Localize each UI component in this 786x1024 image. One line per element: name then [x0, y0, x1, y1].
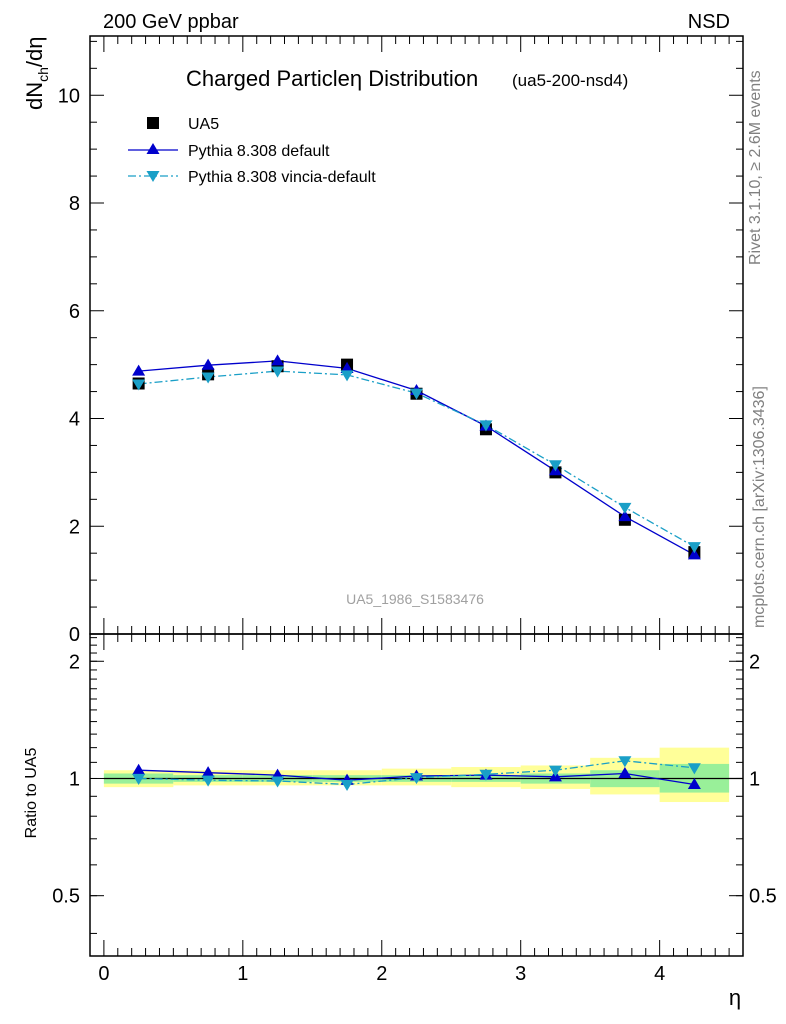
data-point-2-8 — [687, 542, 701, 554]
y-tick-label: 2 — [69, 516, 80, 538]
legend-item-pythia-default: Pythia 8.308 default — [128, 143, 330, 160]
data-point-2-0 — [132, 379, 146, 391]
ratio-point-1-1 — [201, 775, 215, 787]
x-tick-label: 2 — [376, 963, 387, 985]
ratio-point-0-1 — [201, 766, 215, 778]
ratio-plot-marks — [103, 747, 743, 803]
ratio-point-1-7 — [618, 756, 632, 768]
data-point-1-2 — [271, 354, 285, 366]
main-axis-ticks: 0 2 4 6 8 10 — [58, 36, 743, 646]
y-tick-label: 10 — [58, 85, 80, 107]
data-point-2-2 — [271, 366, 285, 378]
data-point-2-4 — [410, 388, 423, 400]
x-tick-label: 3 — [515, 963, 526, 985]
ratio-point-1-2 — [271, 776, 285, 788]
ratio-point-1-6 — [548, 765, 562, 777]
ratio-point-1-8 — [687, 763, 701, 775]
legend-item-pythia-vincia: Pythia 8.308 vincia-default — [128, 169, 376, 186]
ratio-y-axis-label: Ratio to UA5 — [23, 748, 40, 839]
y-tick-label: 8 — [69, 193, 80, 215]
legend-triangle-down-marker — [146, 171, 160, 182]
ratio-point-0-8 — [687, 778, 701, 790]
ratio-y-tick-label-right: 2 — [749, 651, 760, 673]
data-point-1-1 — [201, 358, 215, 370]
y-tick-label: 4 — [69, 409, 80, 431]
series-line-2 — [138, 370, 695, 548]
data-point-2-1 — [201, 372, 215, 384]
y-axis-label: dNch/dη — [22, 36, 51, 110]
data-point-1-3 — [340, 361, 354, 373]
svg-text:dNch/dη: dNch/dη — [22, 36, 51, 110]
x-axis-label: η — [729, 985, 741, 1010]
rivet-version-label: Rivet 3.1.10, ≥ 2.6M events — [747, 70, 764, 265]
x-tick-label: 0 — [98, 963, 109, 985]
chart-subtitle: (ua5-200-nsd4) — [512, 71, 628, 90]
y-tick-label: 6 — [69, 301, 80, 323]
legend-square-marker — [147, 117, 159, 129]
ratio-y-tick-label-left: 0.5 — [52, 886, 80, 908]
ratio-y-tick-label-right: 0.5 — [749, 886, 777, 908]
legend-triangle-up-marker — [146, 143, 160, 154]
legend-item-ua5: UA5 — [147, 116, 219, 133]
ratio-point-1-4 — [410, 773, 423, 785]
data-point-1-7 — [618, 510, 632, 522]
data-point-1-8 — [687, 548, 701, 560]
data-point-2-7 — [618, 502, 632, 514]
header-right-label: NSD — [688, 11, 730, 33]
legend-label-ua5: UA5 — [188, 116, 219, 133]
legend: UA5 Pythia 8.308 default Pythia 8.308 vi… — [128, 116, 376, 186]
analysis-watermark: UA5_1986_S1583476 — [346, 591, 484, 607]
data-point-2-3 — [340, 370, 354, 382]
ratio-panel: 0.5 0.5 1 1 2 2 0 1 2 3 4 Ratio to UA5 η — [23, 633, 777, 1010]
x-tick-label: 1 — [237, 963, 248, 985]
data-point-1-0 — [132, 364, 146, 376]
data-point-2-6 — [548, 460, 562, 472]
ratio-point-0-0 — [132, 763, 146, 775]
y-tick-label: 0 — [69, 624, 80, 646]
chart-title: Charged Particleη Distribution — [186, 66, 478, 91]
header-left-label: 200 GeV ppbar — [103, 11, 239, 33]
main-plot-marks — [132, 354, 701, 560]
ratio-point-0-7 — [618, 766, 632, 779]
data-point-2-5 — [479, 420, 493, 432]
legend-label-pythia-default: Pythia 8.308 default — [188, 143, 330, 160]
mcplots-citation-label: mcplots.cern.ch [arXiv:1306.3436] — [751, 386, 768, 628]
ratio-y-tick-label-right: 1 — [749, 768, 760, 790]
ratio-point-1-3 — [340, 779, 354, 792]
main-panel: 0 2 4 6 8 10 Charged Particleη Distribution (… — [22, 35, 744, 646]
legend-label-pythia-vincia: Pythia 8.308 vincia-default — [188, 169, 376, 186]
ratio-panel-frame — [89, 633, 744, 957]
ratio-axis-ticks: 0.5 0.5 1 1 2 2 0 1 2 3 4 — [52, 634, 777, 985]
ratio-y-tick-label-left: 2 — [69, 651, 80, 673]
x-tick-label: 4 — [654, 963, 665, 985]
ratio-y-tick-label-left: 1 — [69, 768, 80, 790]
ratio-point-1-0 — [132, 773, 146, 785]
ratio-point-1-5 — [479, 769, 493, 781]
